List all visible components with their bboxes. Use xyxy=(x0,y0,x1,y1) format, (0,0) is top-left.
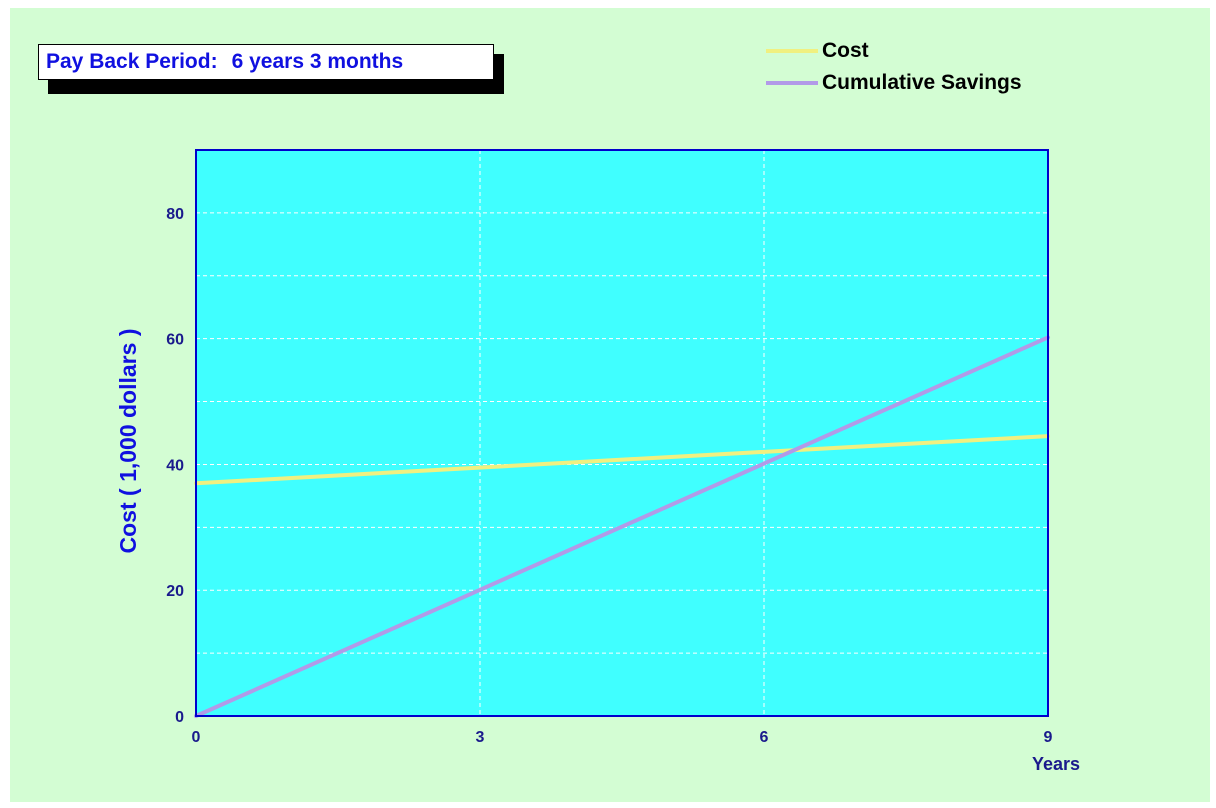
x-tick-label-6: 6 xyxy=(760,729,769,746)
legend-item-cost: Cost xyxy=(766,38,1096,64)
y-tick-label-60: 60 xyxy=(166,332,184,349)
series-line-cumulative-savings xyxy=(194,335,1050,718)
payback-value: 6 years 3 months xyxy=(231,50,404,73)
y-tick-label-40: 40 xyxy=(166,457,184,474)
tick-labels: 0 20 40 60 80 0 3 6 9 xyxy=(166,206,1052,746)
x-tick-label-3: 3 xyxy=(476,729,485,746)
y-tick-label-0: 0 xyxy=(175,709,184,726)
series-line-cost xyxy=(194,434,1050,486)
plot-frame xyxy=(195,149,1049,717)
y-tick-label-20: 20 xyxy=(166,583,184,600)
plot-area xyxy=(196,150,1048,716)
x-tick-label-0: 0 xyxy=(192,729,201,746)
legend-label-cost: Cost xyxy=(822,39,869,62)
y-axis-title: Cost ( 1,000 dollars ) xyxy=(115,329,141,554)
legend-label-cumulative-savings: Cumulative Savings xyxy=(822,71,1022,94)
legend-item-cumulative-savings: Cumulative Savings xyxy=(766,70,1096,96)
legend-swatch-cumulative-savings xyxy=(766,81,818,85)
x-axis-title: Years xyxy=(1032,754,1080,774)
x-tick-label-9: 9 xyxy=(1044,729,1053,746)
chart-legend: Cost Cumulative Savings xyxy=(766,38,1096,102)
y-tick-label-80: 80 xyxy=(166,206,184,223)
series-lines xyxy=(194,335,1050,718)
legend-swatch-cost xyxy=(766,49,818,53)
payback-label: Pay Back Period: xyxy=(46,50,218,73)
payback-period-box: Pay Back Period: 6 years 3 months xyxy=(38,44,494,80)
